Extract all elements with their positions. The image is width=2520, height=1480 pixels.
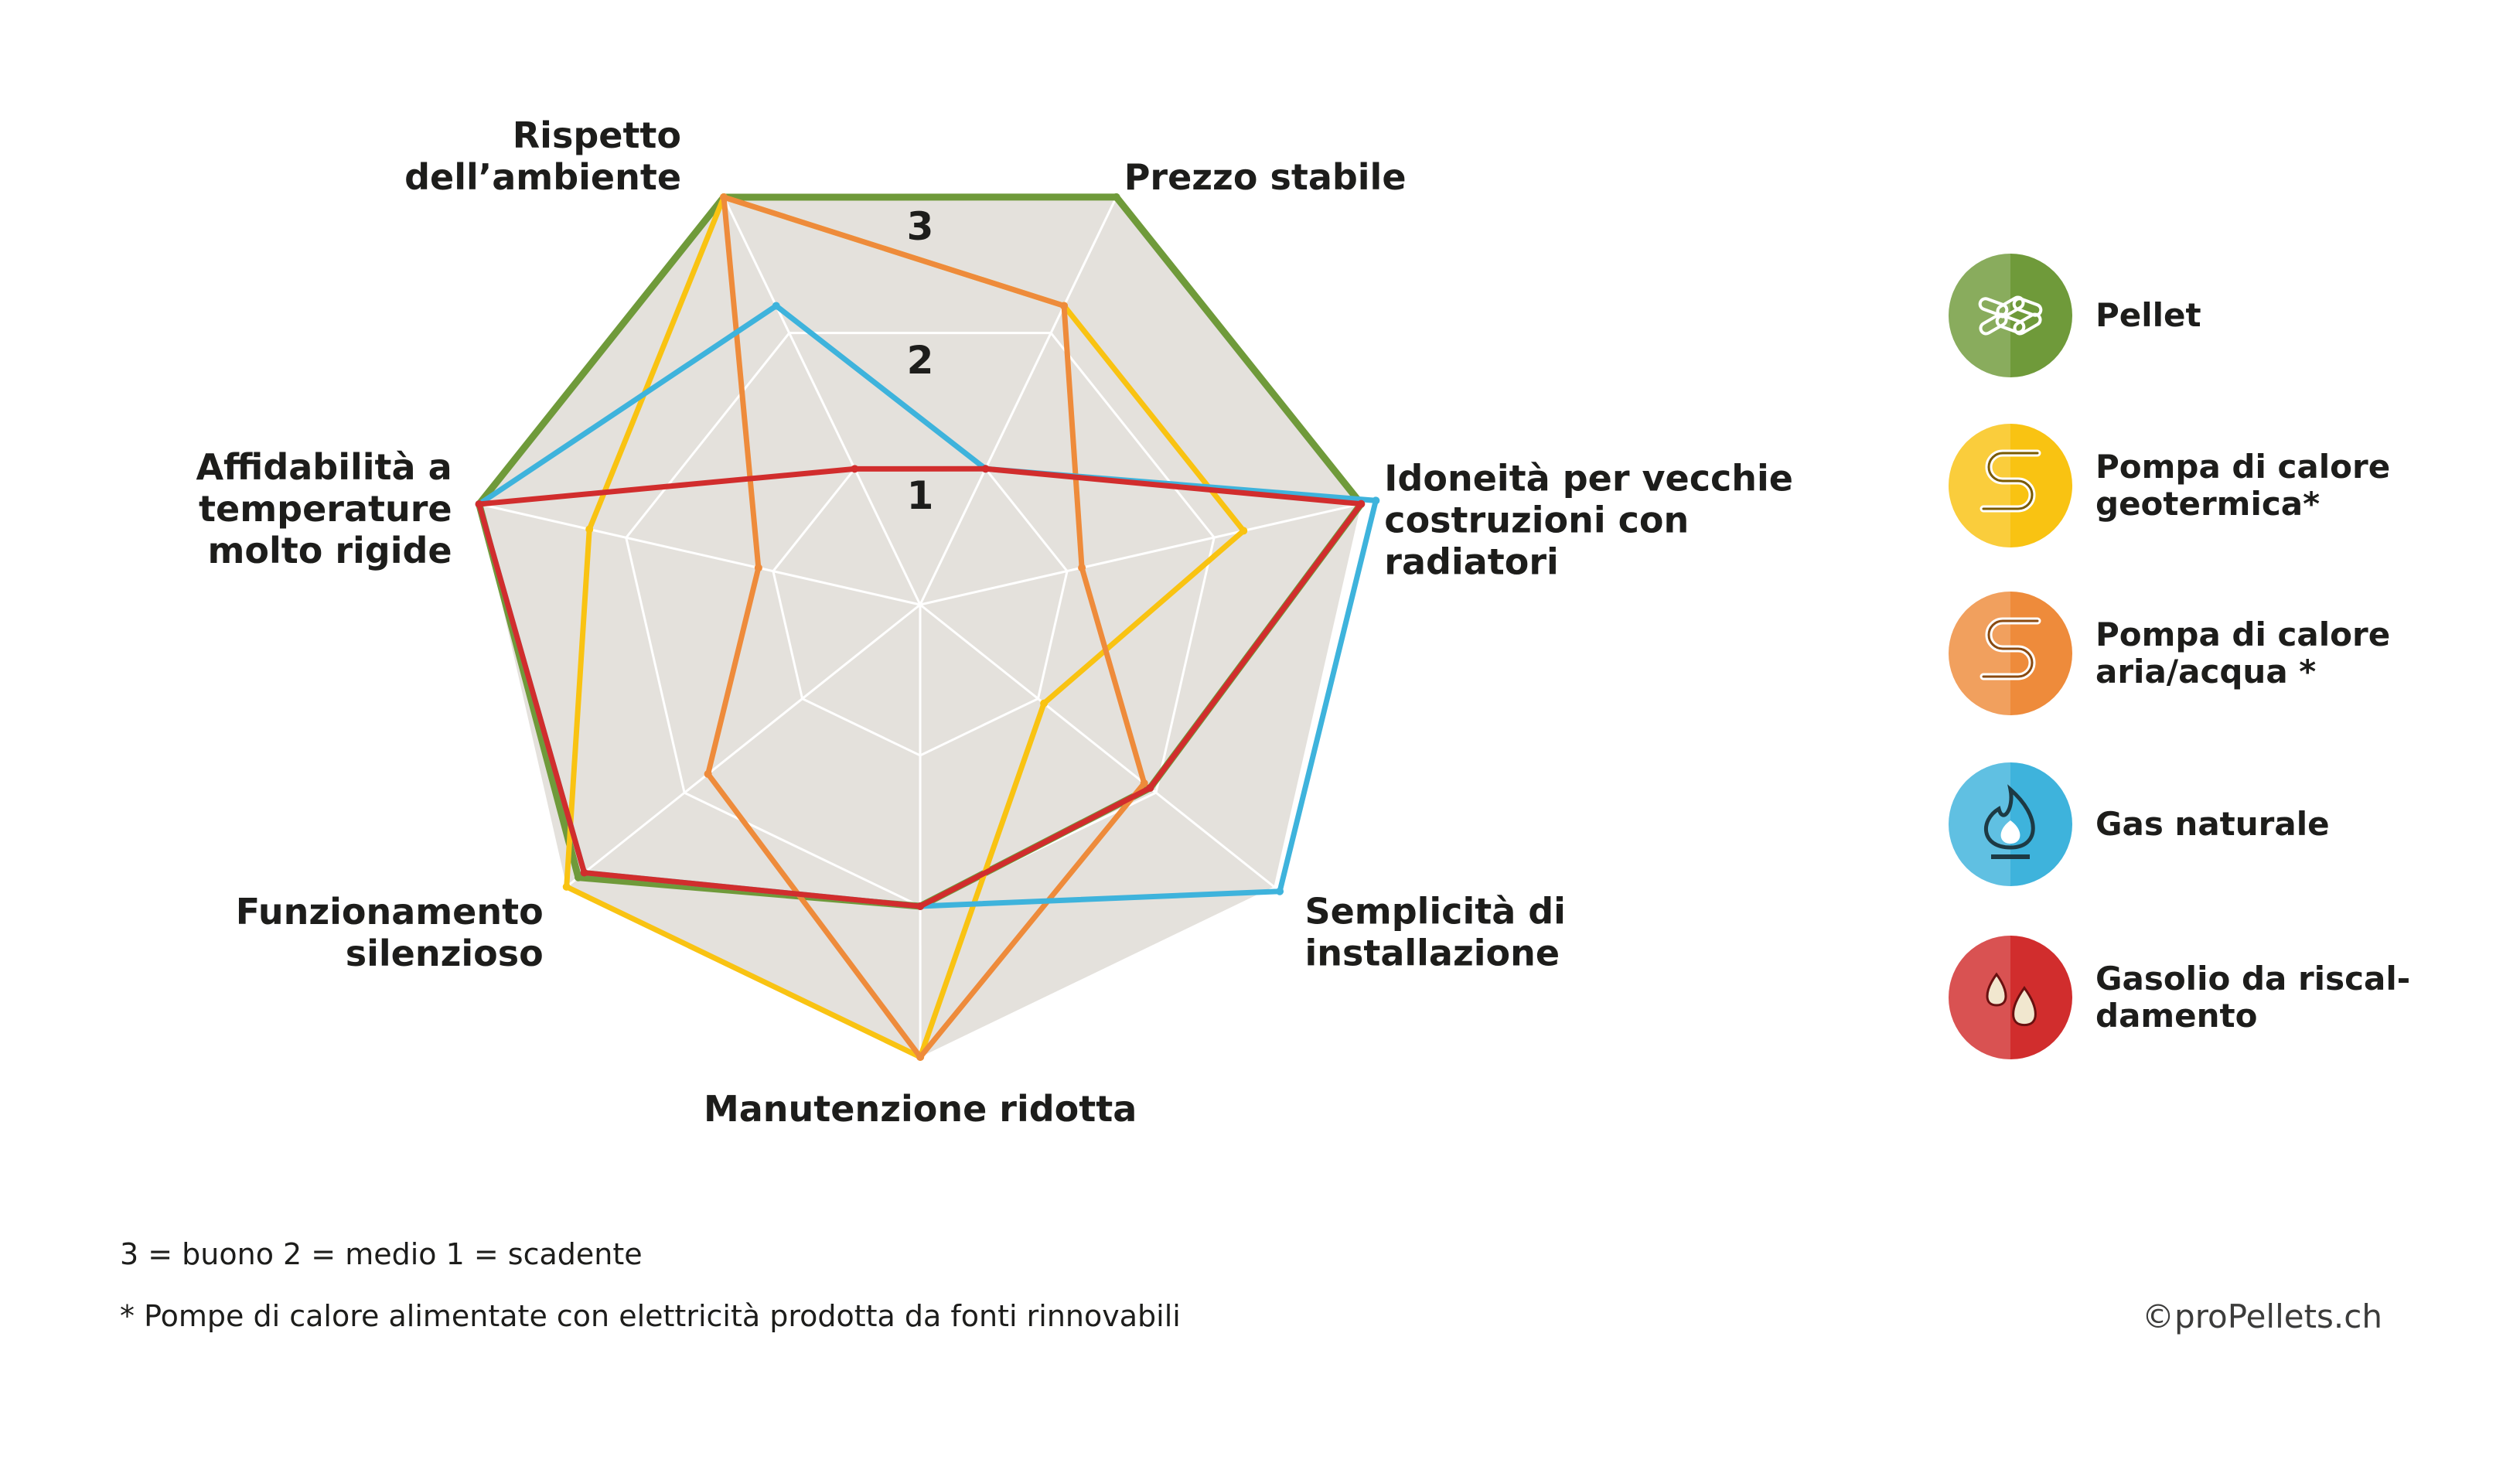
pellet-icon — [1949, 254, 2072, 377]
axis-spoke — [919, 603, 1275, 888]
axis-spoke — [919, 503, 1362, 606]
axis-label: Manutenzione ridotta — [704, 1088, 1137, 1130]
legend-label: Gas naturale — [2095, 805, 2330, 843]
data-point — [772, 302, 780, 310]
legend-label: Gasolio da riscal-damento — [2095, 960, 2410, 1035]
legend-label: Pompa di calore aria/acqua * — [2095, 616, 2390, 691]
data-point — [1357, 500, 1366, 508]
geothermal-heat-pump-icon — [1949, 424, 2072, 547]
legend-item-heating-oil: Gasolio da riscal-damento — [1949, 936, 2410, 1059]
data-point — [580, 868, 588, 877]
data-point — [562, 882, 571, 891]
air-water-heat-pump-icon — [1949, 592, 2072, 715]
data-point — [720, 193, 728, 201]
data-point — [1060, 302, 1069, 310]
data-point — [916, 1053, 925, 1061]
axis-spoke — [722, 196, 922, 605]
axis-spoke — [479, 503, 921, 606]
legend-item-pellet: Pellet — [1949, 254, 2201, 377]
legend-item-natural-gas: Gas naturale — [1949, 762, 2330, 886]
axis-spoke — [919, 196, 1118, 605]
axis-label: Affidabilità a temperature molto rigide — [196, 446, 452, 571]
series-line-heating-oil — [476, 465, 1364, 909]
data-point — [851, 465, 859, 473]
tick-label-1: 1 — [907, 473, 934, 518]
tick-label-2: 2 — [907, 338, 934, 383]
axis-label: Semplicità di installazione — [1304, 891, 1566, 974]
data-point — [1140, 779, 1148, 787]
axis-label: Rispetto dell’ambiente — [404, 114, 681, 198]
series-line-geothermal-heat-pump — [564, 194, 1246, 1060]
data-point — [1040, 699, 1049, 708]
axis-label: Idoneità per vecchie costruzioni con radia… — [1384, 458, 1793, 583]
data-point — [585, 525, 594, 534]
data-point — [1146, 784, 1154, 793]
tick-label-3: 3 — [907, 204, 934, 249]
data-point — [1372, 496, 1380, 505]
axis-label: Funzionamento silenzioso — [236, 891, 544, 974]
data-point — [704, 769, 712, 778]
data-point — [981, 465, 990, 473]
copyright-credit: ©proPellets.ch — [2142, 1298, 2382, 1335]
axis-spoke — [565, 603, 921, 888]
legend-item-geothermal-heat-pump: Pompa di calore geotermica* — [1949, 424, 2390, 547]
data-point — [1112, 193, 1120, 201]
natural-gas-icon — [1949, 762, 2072, 886]
data-point — [754, 564, 762, 572]
axis-label: Prezzo stabile — [1124, 156, 1407, 198]
grid-ring-2 — [625, 332, 1216, 908]
data-point — [1240, 527, 1248, 535]
legend-label: Pompa di calore geotermica* — [2095, 448, 2390, 523]
footnote: * Pompe di calore alimentate con elettri… — [120, 1299, 1181, 1333]
legend-item-air-water-heat-pump: Pompa di calore aria/acqua * — [1949, 592, 2390, 715]
scale-explanation: 3 = buono 2 = medio 1 = scadente — [120, 1237, 643, 1271]
data-point — [1276, 887, 1284, 895]
data-point — [574, 873, 582, 882]
grid-ring-1 — [772, 467, 1069, 757]
legend-label: Pellet — [2095, 296, 2201, 334]
data-point — [475, 500, 483, 508]
data-point — [916, 902, 925, 910]
heating-oil-icon — [1949, 936, 2072, 1059]
data-point — [1078, 564, 1086, 572]
series-line-air-water-heat-pump — [705, 194, 1147, 1060]
